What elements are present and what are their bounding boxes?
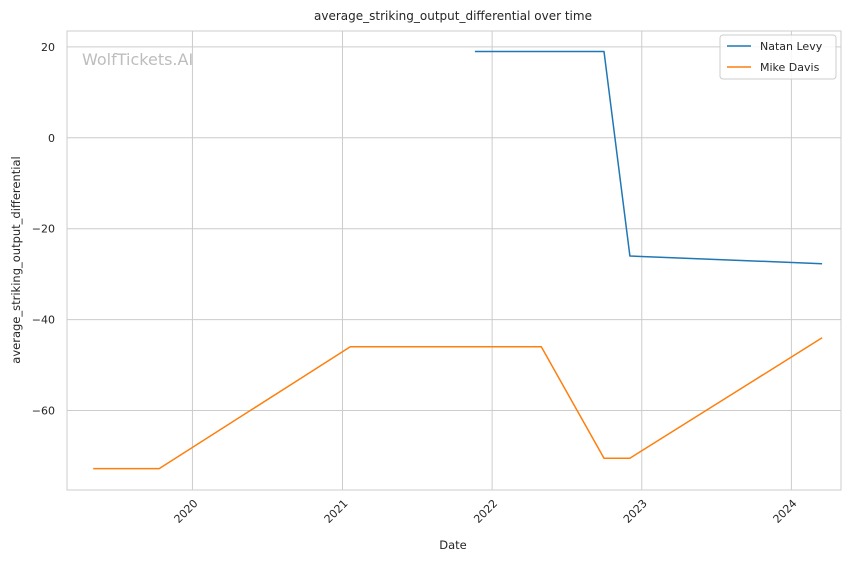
watermark: WolfTickets.AI — [82, 50, 193, 69]
y-tick-label: −40 — [32, 314, 55, 327]
legend-label: Natan Levy — [760, 40, 823, 53]
chart-title: average_striking_output_differential ove… — [314, 9, 592, 23]
y-axis-title: average_striking_output_differential — [9, 156, 23, 363]
series-line — [474, 50, 823, 265]
plot-area-frame — [66, 30, 842, 491]
x-axis-title: Date — [439, 538, 467, 552]
legend-label: Mike Davis — [760, 61, 820, 74]
y-tick-label: 0 — [48, 132, 55, 145]
y-tick-label: 20 — [41, 41, 55, 54]
legend: Natan Levy Mike Davis — [719, 34, 837, 80]
series-line — [93, 337, 823, 470]
series-layer — [93, 50, 823, 470]
y-tick-label: −60 — [32, 404, 55, 417]
y-tick-label: −20 — [32, 223, 55, 236]
grid-layer — [67, 31, 841, 490]
